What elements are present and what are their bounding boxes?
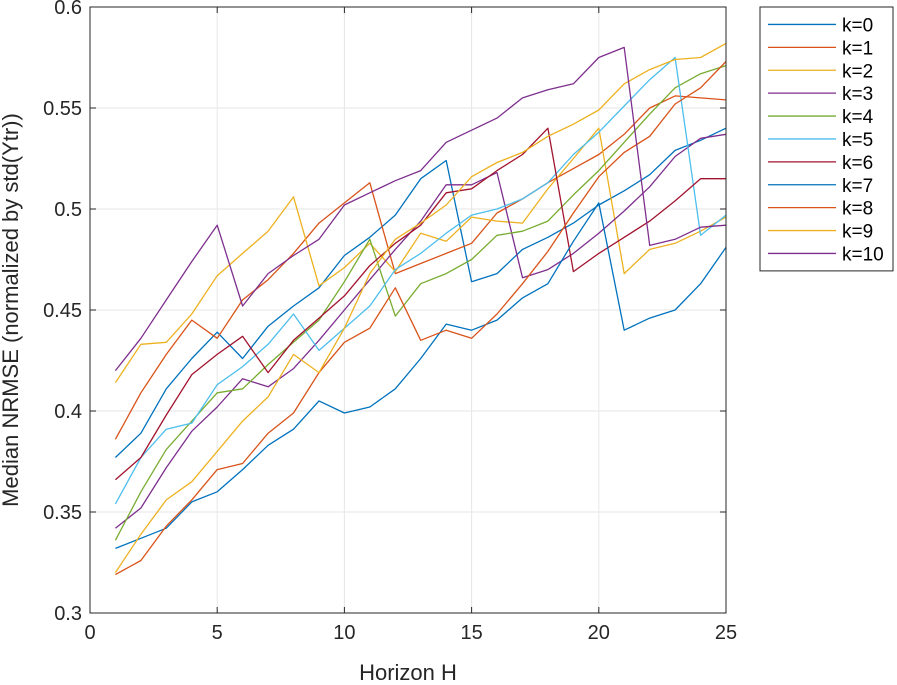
series-line-k-7 <box>115 202 727 550</box>
series-line-k-2 <box>114 127 727 384</box>
series-lines <box>114 42 727 576</box>
legend-label: k=4 <box>842 107 874 128</box>
y-tick-label: 0.5 <box>54 199 82 221</box>
tick-labels: 0 5 10 15 20 25 0.3 0.35 0.4 0.45 0.5 0.55 0.6 <box>43 0 737 644</box>
legend-label: k=0 <box>842 15 873 36</box>
series-line-k-3 <box>114 133 727 529</box>
y-tick-label: 0.55 <box>43 98 82 120</box>
y-tick-label: 0.3 <box>54 603 82 625</box>
y-tick-label: 0.35 <box>43 502 82 524</box>
x-axis-label: Horizon H <box>359 660 457 685</box>
legend-label: k=6 <box>842 153 873 174</box>
x-tick-label: 5 <box>212 622 223 644</box>
series-line-k-5 <box>114 56 727 505</box>
x-tick-label: 15 <box>460 622 482 644</box>
series-line-k-8 <box>115 61 727 576</box>
y-tick-label: 0.6 <box>54 0 82 19</box>
legend-label: k=2 <box>842 61 873 82</box>
x-tick-label: 25 <box>715 622 737 644</box>
x-tick-label: 20 <box>588 622 610 644</box>
legend-label: k=7 <box>842 176 873 197</box>
axes <box>89 6 727 614</box>
legend-label: k=8 <box>842 199 873 220</box>
legend-label: k=9 <box>842 222 873 243</box>
series-line-k-4 <box>114 64 727 541</box>
legend-label: k=3 <box>842 84 873 105</box>
legend-label: k=10 <box>842 244 884 265</box>
x-tick-label: 0 <box>84 622 95 644</box>
x-tick-label: 10 <box>333 622 355 644</box>
y-axis-label: Median NRMSE (normalized by std(Ytr)) <box>0 113 23 507</box>
series-line-k-9 <box>114 42 727 573</box>
series-line-k-10 <box>114 46 727 372</box>
series-line-k-1 <box>114 95 727 440</box>
legend: k=0k=1k=2k=3k=4k=5k=6k=7k=8k=9k=10 <box>759 6 894 272</box>
y-tick-label: 0.4 <box>54 401 82 423</box>
legend-label: k=1 <box>842 38 873 59</box>
series-line-k-6 <box>114 127 726 481</box>
legend-label: k=5 <box>842 130 873 151</box>
y-tick-label: 0.45 <box>43 300 82 322</box>
series-line-k-0 <box>114 127 727 458</box>
